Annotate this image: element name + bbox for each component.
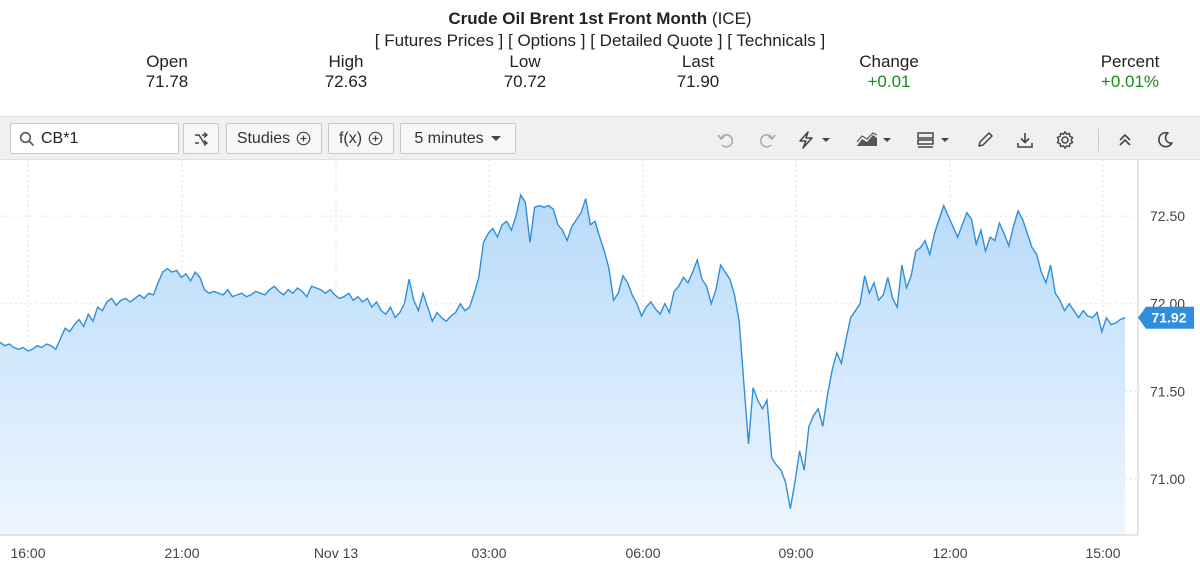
x-axis-ticks: 16:00 21:00 Nov 13 03:00 06:00 09:00 12:00 15:0… bbox=[10, 545, 1120, 561]
stat-value: 72.63 bbox=[324, 72, 368, 91]
stat-label: Percent bbox=[1100, 52, 1160, 71]
x-tick-label: 15:00 bbox=[1085, 545, 1120, 561]
theme-toggle[interactable] bbox=[1154, 129, 1176, 151]
collapse-button[interactable] bbox=[1114, 129, 1136, 151]
compare-button[interactable] bbox=[183, 123, 219, 154]
events-dropdown[interactable] bbox=[796, 129, 834, 151]
compare-icon bbox=[195, 131, 209, 146]
layout-dropdown[interactable] bbox=[915, 129, 955, 151]
last-price-badge-shape bbox=[1138, 306, 1194, 329]
stat-percent: Percent +0.01% bbox=[1070, 52, 1190, 92]
settings-button[interactable] bbox=[1054, 129, 1076, 151]
collapse-icon bbox=[1119, 133, 1131, 146]
exchange-label: (ICE) bbox=[711, 9, 752, 28]
function-label: f(x) bbox=[338, 129, 363, 147]
stat-value: +0.01% bbox=[1100, 72, 1160, 91]
function-button[interactable]: f(x) bbox=[328, 123, 394, 154]
x-tick-label: 16:00 bbox=[10, 545, 45, 561]
pencil-icon bbox=[978, 132, 993, 147]
moon-icon bbox=[1158, 131, 1173, 148]
stat-last: Last 71.90 bbox=[638, 52, 758, 92]
stat-label: Last bbox=[681, 52, 715, 71]
chart-type-dropdown[interactable] bbox=[856, 129, 896, 151]
studies-button[interactable]: Studies bbox=[226, 123, 322, 154]
lightning-icon bbox=[799, 131, 830, 149]
plus-circle-icon bbox=[296, 131, 311, 146]
link-futures-prices[interactable]: Futures Prices bbox=[384, 31, 494, 50]
stat-label: Low bbox=[509, 52, 541, 71]
toolbar-divider bbox=[1098, 129, 1099, 151]
quote-stats: Open 71.78 High 72.63 Low 70.72 Last 71.… bbox=[0, 52, 1200, 96]
search-icon bbox=[19, 131, 35, 146]
x-tick-label: 12:00 bbox=[932, 545, 967, 561]
draw-button[interactable] bbox=[974, 129, 996, 151]
y-tick-label: 72.50 bbox=[1150, 208, 1185, 224]
x-tick-label: 03:00 bbox=[471, 545, 506, 561]
x-tick-label: 09:00 bbox=[778, 545, 813, 561]
last-price-label: 71.92 bbox=[1151, 310, 1186, 326]
interval-label: 5 minutes bbox=[414, 129, 484, 147]
stat-label: Open bbox=[146, 52, 188, 71]
link-detailed-quote[interactable]: Detailed Quote bbox=[599, 31, 714, 50]
instrument-name: Crude Oil Brent 1st Front Month bbox=[448, 9, 708, 28]
last-price-badge: 71.92 bbox=[1138, 306, 1194, 329]
x-tick-label: 21:00 bbox=[164, 545, 199, 561]
stat-low: Low 70.72 bbox=[465, 52, 585, 92]
instrument-title: Crude Oil Brent 1st Front Month (ICE) bbox=[0, 9, 1200, 29]
stat-open: Open 71.78 bbox=[107, 52, 227, 92]
redo-icon bbox=[759, 134, 776, 148]
x-tick-label: Nov 13 bbox=[314, 545, 359, 561]
price-line bbox=[0, 193, 1126, 509]
plus-circle-icon bbox=[368, 131, 383, 146]
undo-button[interactable] bbox=[715, 129, 737, 151]
x-tick-label: 06:00 bbox=[625, 545, 660, 561]
stat-label: High bbox=[328, 52, 364, 71]
symbol-search[interactable]: CB*1 bbox=[10, 123, 179, 154]
area-chart-icon bbox=[856, 132, 891, 146]
link-options[interactable]: Options bbox=[517, 31, 577, 50]
y-tick-label: 71.50 bbox=[1150, 383, 1185, 399]
y-tick-label: 71.00 bbox=[1150, 471, 1185, 487]
stat-label: Change bbox=[859, 52, 919, 71]
gear-icon bbox=[1056, 131, 1074, 149]
interval-dropdown[interactable]: 5 minutes bbox=[400, 123, 516, 154]
stat-value: +0.01 bbox=[867, 72, 911, 91]
undo-icon bbox=[717, 134, 734, 148]
download-button[interactable] bbox=[1014, 129, 1036, 151]
stat-high: High 72.63 bbox=[286, 52, 406, 92]
search-input-value[interactable]: CB*1 bbox=[41, 129, 79, 147]
link-technicals[interactable]: Technicals bbox=[736, 31, 816, 50]
chart-toolbar: CB*1 Studies f(x) 5 minutes bbox=[0, 116, 1200, 160]
redo-button[interactable] bbox=[756, 129, 778, 151]
price-area bbox=[0, 195, 1125, 535]
studies-label: Studies bbox=[236, 129, 291, 147]
layout-icon bbox=[917, 132, 949, 148]
stat-change: Change +0.01 bbox=[829, 52, 949, 92]
quote-links: [ Futures Prices ] [ Options ] [ Detaile… bbox=[374, 31, 826, 50]
download-icon bbox=[1017, 133, 1033, 148]
stat-value: 70.72 bbox=[503, 72, 547, 91]
stat-value: 71.90 bbox=[676, 72, 720, 91]
caret-down-icon bbox=[490, 135, 501, 141]
stat-value: 71.78 bbox=[145, 72, 189, 91]
